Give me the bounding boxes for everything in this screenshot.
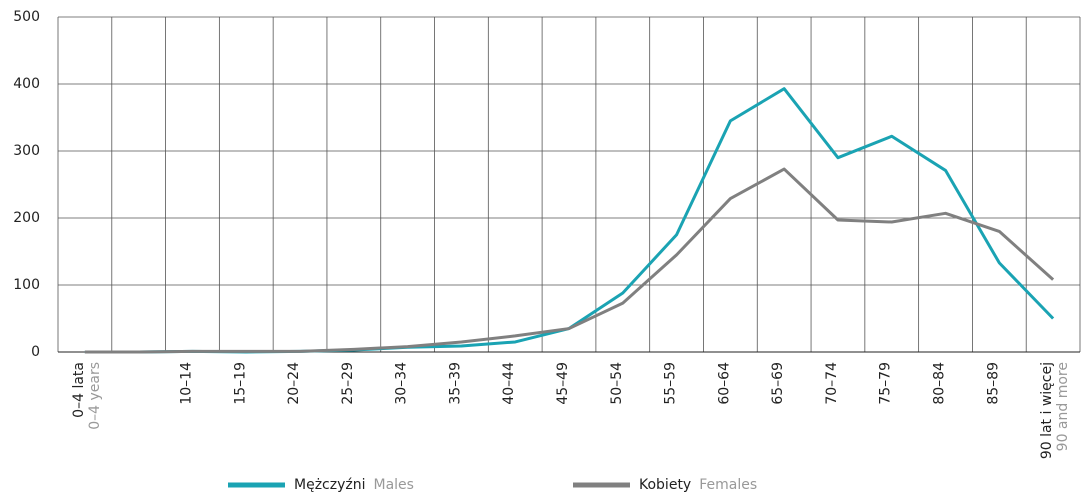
- x-tick-label: 0–4 lata: [71, 362, 87, 418]
- x-tick-label: 25–29: [340, 362, 356, 405]
- x-tick-label: 60–64: [716, 362, 732, 405]
- y-tick-label: 200: [13, 210, 40, 226]
- x-tick-label: 45–49: [555, 362, 571, 405]
- y-tick-label: 500: [13, 9, 40, 25]
- y-tick-label: 300: [13, 143, 40, 159]
- x-tick-label: 20–24: [286, 362, 302, 405]
- x-tick-label: 80–84: [932, 362, 948, 405]
- x-tick-label: 10–14: [178, 362, 194, 405]
- legend-name-en: Females: [699, 477, 757, 493]
- x-tick-label-en: 90 and more: [1055, 362, 1071, 451]
- x-tick-label: 65–69: [770, 362, 786, 405]
- x-tick-label: 15–19: [232, 362, 248, 405]
- x-tick-label: 40–44: [501, 362, 517, 405]
- x-tick-label: 85–89: [985, 362, 1001, 405]
- x-tick-label: 90 lat i więcej: [1039, 362, 1055, 459]
- legend-label: Mężczyźni Males: [294, 477, 414, 493]
- legend-name: Kobiety: [639, 477, 691, 493]
- x-tick-label: 50–54: [609, 362, 625, 405]
- y-tick-label: 0: [31, 344, 40, 360]
- legend-name-en: Males: [373, 477, 413, 493]
- y-tick-label: 400: [13, 76, 40, 92]
- line-series: [84, 167, 1055, 354]
- x-tick-label: 70–74: [824, 362, 840, 405]
- x-tick-label: 30–34: [394, 362, 410, 405]
- x-tick-label: 35–39: [447, 362, 463, 405]
- x-tick-label-en: 0–4 years: [87, 362, 103, 430]
- legend-name: Mężczyźni: [294, 477, 365, 493]
- y-tick-label: 100: [13, 277, 40, 293]
- x-tick-label: 55–59: [663, 362, 679, 405]
- x-tick-label: 75–79: [878, 362, 894, 405]
- legend-label: Kobiety Females: [639, 477, 757, 493]
